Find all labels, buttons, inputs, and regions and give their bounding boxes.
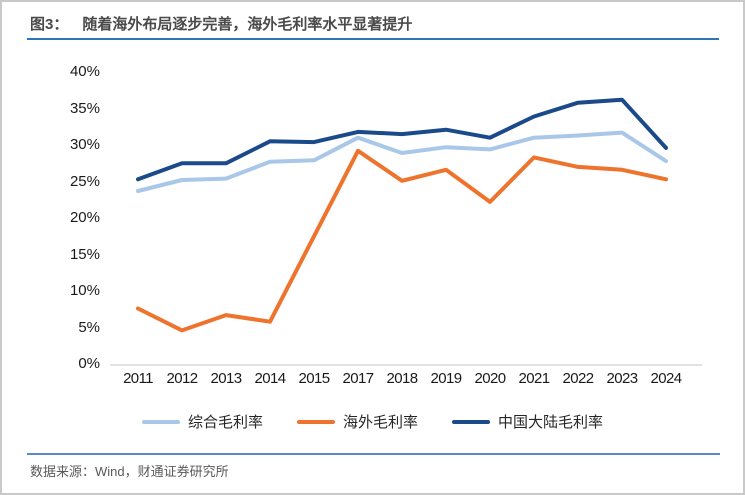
y-tick-label: 40% — [69, 63, 100, 80]
legend-label-overseas: 海外毛利率 — [342, 414, 418, 431]
legend-swatch-mainland — [452, 419, 490, 424]
figure-title: 图3： 随着海外布局逐步完善，海外毛利率水平显著提升 — [30, 13, 412, 34]
chart-legend: 综合毛利率 海外毛利率 中国大陆毛利率 — [2, 411, 743, 432]
legend-item-overseas: 海外毛利率 — [296, 411, 418, 432]
data-source-note: 数据来源：Wind，财通证券研究所 — [30, 464, 229, 479]
x-tick-label: 2019 — [430, 370, 463, 387]
y-tick-label: 10% — [69, 282, 100, 299]
series-line-overseas — [136, 148, 668, 333]
y-tick-label: 15% — [69, 245, 100, 263]
figure-caption: 随着海外布局逐步完善，海外毛利率水平显著提升 — [82, 16, 413, 33]
footer-separator — [27, 453, 720, 455]
legend-label-composite: 综合毛利率 — [187, 414, 263, 431]
y-tick-label: 0% — [78, 355, 100, 372]
legend-swatch-composite — [141, 419, 180, 424]
x-tick-label: 2014 — [254, 370, 287, 387]
gross-margin-chart: 0% 5% 10% 15% 20% 25% 30% 35% 40% 2011 2012 2013 20… — [2, 2, 743, 402]
x-tick-label: 2017 — [342, 370, 375, 387]
line-plot — [110, 97, 702, 366]
x-tick-label: 2015 — [298, 370, 331, 387]
series-line-composite — [136, 130, 668, 193]
legend-swatch-overseas — [296, 419, 335, 424]
legend-label-mainland: 中国大陆毛利率 — [498, 414, 604, 431]
series-line-mainland — [136, 97, 668, 182]
x-tick-label: 2023 — [606, 370, 639, 387]
y-tick-label: 25% — [69, 172, 100, 190]
y-tick-label: 5% — [78, 318, 100, 336]
y-tick-label: 20% — [69, 209, 100, 226]
x-tick-label: 2021 — [518, 370, 551, 387]
x-tick-label: 2011 — [123, 370, 153, 387]
legend-item-mainland: 中国大陆毛利率 — [452, 411, 603, 432]
x-tick-label: 2020 — [474, 370, 507, 387]
x-tick-label: 2013 — [210, 370, 243, 387]
title-underline — [27, 38, 719, 40]
x-tick-label: 2022 — [562, 370, 595, 387]
x-tick-label: 2012 — [166, 370, 199, 387]
x-tick-label: 2024 — [650, 370, 683, 387]
figure-number: 图3： — [30, 16, 69, 33]
y-tick-label: 35% — [69, 99, 100, 117]
legend-item-composite: 综合毛利率 — [141, 411, 263, 432]
y-tick-label: 30% — [69, 136, 100, 153]
x-tick-label: 2018 — [386, 370, 419, 387]
